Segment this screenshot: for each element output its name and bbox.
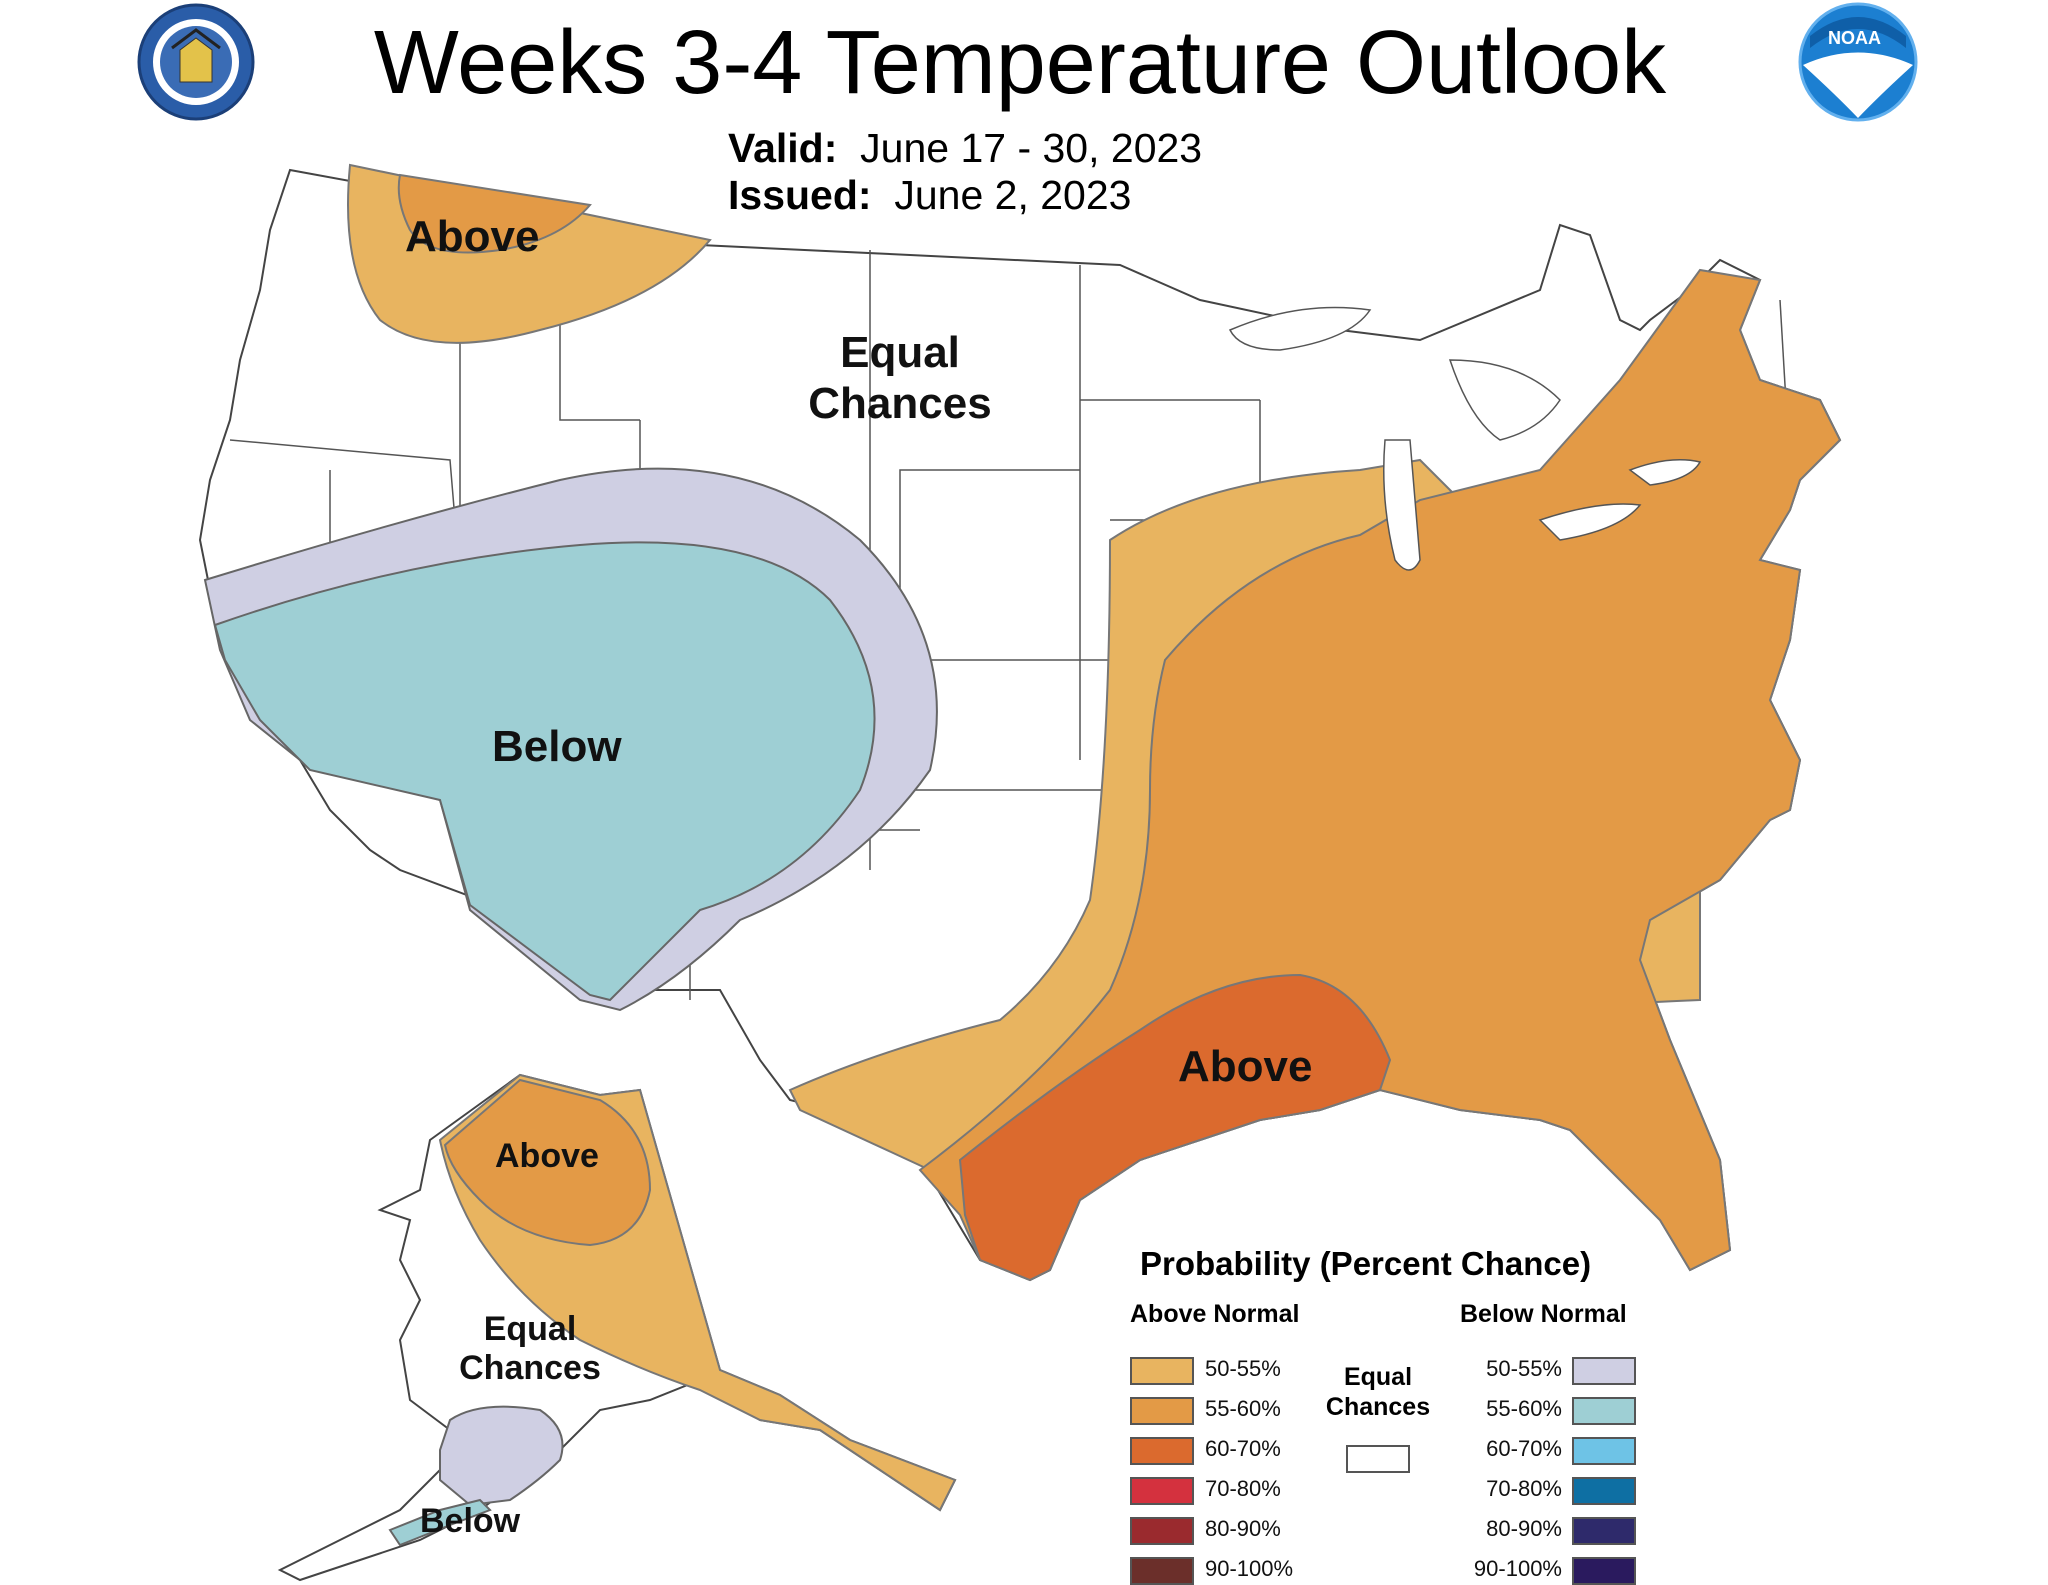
valid-label: Valid: <box>728 125 838 171</box>
legend-above-label-3: 70-80% <box>1205 1476 1281 1501</box>
page-title: Weeks 3-4 Temperature Outlook <box>373 13 1667 113</box>
legend-below-label-5: 90-100% <box>1473 1556 1562 1581</box>
label-equal-chances: Equal Chances <box>800 328 1000 429</box>
legend-title: Probability (Percent Chance) <box>1140 1245 1592 1282</box>
region-ak-below-50-55 <box>439 1405 564 1507</box>
commerce-seal <box>137 3 255 121</box>
legend-below-swatch-3 <box>1572 1477 1636 1505</box>
legend-below-swatch-5 <box>1572 1557 1636 1585</box>
legend-below-swatch-1 <box>1572 1397 1636 1425</box>
region-sw-below-55-60 <box>213 541 876 1002</box>
label-ak-equal-line1: Equal <box>483 1310 577 1348</box>
legend-below-label-0: 50-55% <box>1486 1356 1562 1381</box>
valid-dates: Valid: June 17 - 30, 2023 Issued: June 2… <box>728 125 1202 219</box>
label-ak-equal-chances: Equal Chances <box>440 1310 620 1388</box>
region-gulf-above-60-70 <box>958 973 1392 1282</box>
legend-above-swatch-1 <box>1130 1397 1194 1425</box>
legend-above-swatch-3 <box>1130 1477 1194 1505</box>
legend-equal-line2: Chances <box>1325 1393 1431 1421</box>
legend-above-swatch-2 <box>1130 1437 1194 1465</box>
label-ak-below: Below <box>420 1502 521 1540</box>
legend-above-label-4: 80-90% <box>1205 1516 1281 1541</box>
legend-above-swatch-5 <box>1130 1557 1194 1585</box>
region-ak-above-55-60 <box>443 1078 652 1247</box>
legend-above-swatch-0 <box>1130 1357 1194 1385</box>
legend-equal-swatch <box>1346 1445 1410 1473</box>
legend-above-label-1: 55-60% <box>1205 1396 1281 1421</box>
legend-above-label-2: 60-70% <box>1205 1436 1281 1461</box>
legend-below-swatch-4 <box>1572 1517 1636 1545</box>
legend-below-header: Below Normal <box>1460 1300 1627 1328</box>
noaa-logo <box>1798 2 1918 122</box>
issued-label: Issued: <box>728 172 872 218</box>
legend-below-label-3: 70-80% <box>1486 1476 1562 1501</box>
legend-above-header: Above Normal <box>1130 1300 1300 1328</box>
label-equal-line2: Chances <box>808 378 992 428</box>
label-sw-below: Below <box>492 722 622 771</box>
label-equal-line1: Equal <box>840 328 960 377</box>
legend-equal-label: Equal Chances <box>1318 1362 1438 1422</box>
label-nw-above: Above <box>405 212 540 261</box>
legend-below-label-1: 55-60% <box>1486 1396 1562 1421</box>
legend-below-swatch-0 <box>1572 1357 1636 1385</box>
label-gulf-above: Above <box>1178 1042 1313 1091</box>
legend-below-swatch-2 <box>1572 1437 1636 1465</box>
label-ak-equal-line2: Chances <box>459 1349 601 1388</box>
region-nw-above-55-60 <box>397 173 592 254</box>
legend-above-label-0: 50-55% <box>1205 1356 1281 1381</box>
region-ak-below-55-60 <box>388 1498 492 1547</box>
legend-above-swatch-4 <box>1130 1517 1194 1545</box>
legend-below-label-2: 60-70% <box>1486 1436 1562 1461</box>
label-ak-above: Above <box>495 1137 599 1175</box>
legend-below-label-4: 80-90% <box>1486 1516 1562 1541</box>
great-lakes <box>1228 306 1702 571</box>
legend-equal-line1: Equal <box>1343 1363 1413 1391</box>
legend-above-label-5: 90-100% <box>1205 1556 1294 1581</box>
issued-value: June 2, 2023 <box>894 172 1132 218</box>
valid-value: June 17 - 30, 2023 <box>860 125 1203 171</box>
noaa-logo-text: NOAA <box>1828 28 1881 48</box>
